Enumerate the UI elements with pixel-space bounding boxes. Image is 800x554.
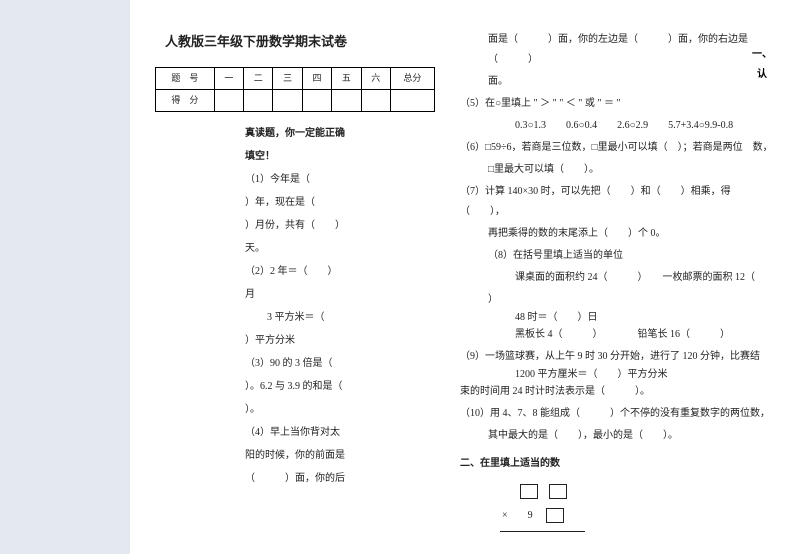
heading1: 真读题，你一定能正确 bbox=[245, 122, 360, 145]
q4b: 阳的时候，你的前面是 bbox=[245, 444, 360, 467]
table-row: 题 号 一 二 三 四 五 六 总分 bbox=[156, 67, 435, 89]
digit-box bbox=[520, 484, 538, 499]
td-5 bbox=[332, 89, 361, 111]
q4-cont: 面是（ ）面，你的左边是（ ）面，你的右边是（ ） bbox=[460, 30, 775, 70]
td-2 bbox=[244, 89, 273, 111]
q3a: （3）90 的 3 倍是（ bbox=[245, 352, 360, 375]
section-two-heading: 二、在里填上适当的数 bbox=[460, 454, 775, 474]
th-5: 五 bbox=[332, 67, 361, 89]
q1a: （1）今年是（ bbox=[245, 168, 360, 191]
q6b: □里最大可以填（ ）。 bbox=[460, 160, 775, 180]
left-column: 人教版三年级下册数学期末试卷 题 号 一 二 三 四 五 六 总分 得 分 bbox=[155, 30, 435, 534]
td-6 bbox=[361, 89, 390, 111]
q4-end: 面。 bbox=[460, 72, 775, 92]
q10b: 其中最大的是（ ），最小的是（ ）。 bbox=[460, 426, 775, 446]
th-1: 一 bbox=[214, 67, 243, 89]
td-4 bbox=[302, 89, 331, 111]
th-4: 四 bbox=[302, 67, 331, 89]
q4a: （4）早上当你背对太 bbox=[245, 421, 360, 444]
exam-title: 人教版三年级下册数学期末试卷 bbox=[165, 30, 435, 55]
heading2: 填空！ bbox=[245, 145, 360, 168]
q10a: （10）用 4、7、8 能组成（ ）个不停的没有重复数字的两位数， bbox=[460, 404, 775, 424]
section-one-marker: 一、 认 bbox=[752, 45, 772, 85]
multiplication-grid bbox=[520, 482, 775, 502]
th-3: 三 bbox=[273, 67, 302, 89]
q8d1: 48 时＝（ ）日 bbox=[460, 312, 775, 323]
q2a: （2）2 年＝（ ） bbox=[245, 260, 360, 283]
q1c: ）月份，共有（ ） bbox=[245, 214, 360, 237]
th-6: 六 bbox=[361, 67, 390, 89]
q2b: 月 bbox=[245, 283, 360, 306]
th-2: 二 bbox=[244, 67, 273, 89]
q9b: 束的时间用 24 时计时法表示是（ ）。 bbox=[460, 382, 775, 402]
th-0: 题 号 bbox=[156, 67, 215, 89]
q8a: （8）在括号里填上适当的单位 bbox=[460, 246, 775, 266]
right-column: 面是（ ）面，你的左边是（ ）面，你的右边是（ ） 面。 （5）在○里填上 " … bbox=[460, 30, 775, 534]
q7a: （7）计算 140×30 时，可以先把（ ）和（ ）相乘，得（ ）， bbox=[460, 182, 775, 222]
nav-sidebar bbox=[0, 0, 130, 554]
document-page: 一、 认 人教版三年级下册数学期末试卷 题 号 一 二 三 四 五 六 总分 得… bbox=[130, 0, 800, 554]
q2d: ）平方分米 bbox=[245, 329, 360, 352]
q6a: （6）□59÷6，若商是三位数，□里最小可以填（ ）；若商是两位 数， bbox=[460, 138, 775, 158]
td-0: 得 分 bbox=[156, 89, 215, 111]
digit-box bbox=[546, 508, 564, 523]
calc-line bbox=[500, 531, 585, 532]
q1b: ）年，现在是（ bbox=[245, 191, 360, 214]
td-3 bbox=[273, 89, 302, 111]
q4c: （ ）面，你的后 bbox=[245, 467, 360, 490]
digit-box bbox=[549, 484, 567, 499]
q9a: （9）一场篮球赛，从上午 9 时 30 分开始，进行了 120 分钟，比赛结 bbox=[460, 347, 775, 367]
q7b: 再把乘得的数的末尾添上（ ）个 0。 bbox=[460, 224, 775, 244]
q5a: （5）在○里填上 " ＞ " " ＜ " 或 " ＝ " bbox=[460, 94, 775, 114]
q8c: ） bbox=[460, 290, 775, 310]
mult-label: × 9 bbox=[502, 510, 533, 521]
narrow-text-block: 真读题，你一定能正确 填空！ （1）今年是（ ）年，现在是（ ）月份，共有（ ）… bbox=[245, 122, 360, 490]
table-row: 得 分 bbox=[156, 89, 435, 111]
section-one-a: 一、 bbox=[752, 45, 772, 65]
td-7 bbox=[390, 89, 434, 111]
q2c: 3 平方米＝（ bbox=[245, 306, 360, 329]
section-one-b: 认 bbox=[752, 65, 772, 85]
q3c: ）。 bbox=[245, 398, 360, 421]
score-table: 题 号 一 二 三 四 五 六 总分 得 分 bbox=[155, 67, 435, 112]
q8b: 课桌面的面积约 24（ ） 一枚邮票的面积 12（ bbox=[460, 268, 775, 288]
q5b: 0.3○1.3 0.6○0.4 2.6○2.9 5.7+3.4○9.9-0.8 bbox=[460, 116, 775, 136]
q3b: ）。6.2 与 3.9 的和是（ bbox=[245, 375, 360, 398]
q8d2: 黑板长 4（ ） 铅笔长 16（ ） bbox=[460, 325, 775, 345]
q1d: 天。 bbox=[245, 237, 360, 260]
multiplier-row: × 9 bbox=[502, 506, 775, 526]
q9a2: 1200 平方厘米＝（ ）平方分米 bbox=[460, 369, 775, 380]
th-7: 总分 bbox=[390, 67, 434, 89]
td-1 bbox=[214, 89, 243, 111]
